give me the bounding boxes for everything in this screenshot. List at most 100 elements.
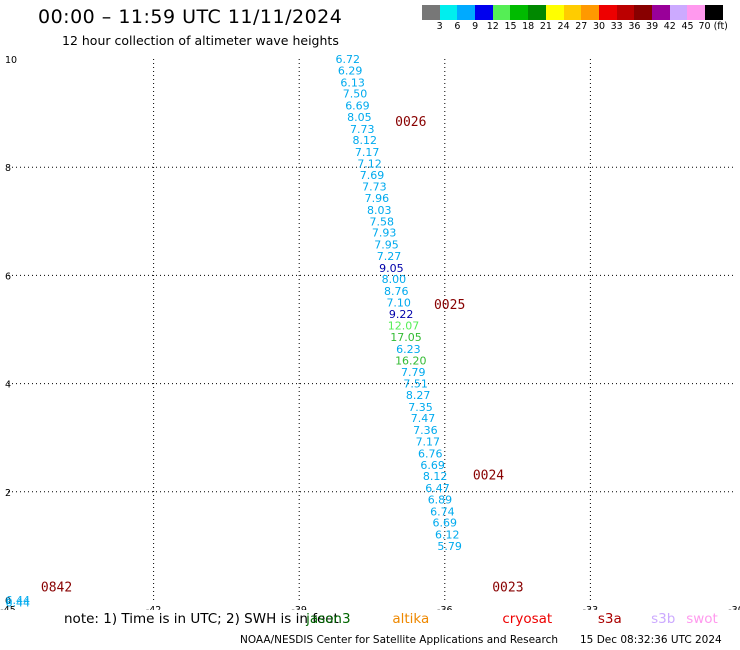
wave-height-value: 6.69 [420, 459, 445, 472]
wave-height-value: 7.93 [372, 227, 397, 240]
scale-label: 33 [610, 21, 623, 32]
wave-height-value: 17.05 [390, 331, 422, 344]
wave-height-value: 6.47 [425, 482, 450, 495]
scale-swatch [563, 5, 582, 20]
scale-label: 30 [592, 21, 606, 32]
scale-label: 9 [472, 21, 479, 32]
wave-height-value: 7.12 [357, 157, 382, 170]
wave-height-value: 5.79 [437, 540, 462, 553]
scale-label: 18 [522, 21, 535, 32]
chart-title: 00:00 – 11:59 UTC 11/11/2024 [38, 6, 343, 28]
chart-subtitle: 12 hour collection of altimeter wave hei… [62, 33, 339, 48]
time-label: 0024 [473, 468, 504, 483]
wave-height-value: 7.27 [377, 250, 402, 263]
color-scale-bar [422, 5, 723, 20]
x-tick-label: -39 [291, 605, 307, 610]
wave-height-value: 7.79 [401, 366, 426, 379]
wave-height-value: 7.58 [369, 215, 394, 228]
scale-swatch [705, 5, 723, 20]
wave-height-value: 6.89 [428, 493, 453, 506]
wave-height-value: 7.17 [416, 435, 441, 448]
wave-height-value: 6.29 [338, 64, 363, 77]
scale-label: 42 [663, 21, 676, 32]
scale-label: 3 [436, 21, 443, 32]
wave-height-value: 9.05 [379, 262, 404, 275]
scale-swatch [651, 5, 670, 20]
color-scale-labels: 3 6 9 12 15 18 21 24 27 30 33 36 39 42 45 70 (ft) [422, 21, 732, 35]
wave-height-value: 6.44 [5, 597, 30, 610]
wave-height-value: 6.13 [340, 76, 365, 89]
wave-height-value: 16.20 [395, 354, 427, 367]
y-tick-label: 6 [5, 271, 11, 282]
wave-height-value: 8.12 [352, 134, 377, 147]
scale-swatch [528, 5, 546, 20]
scale-swatch [439, 5, 458, 20]
satellite-label: swot [686, 611, 718, 627]
scale-label: 12 [486, 21, 499, 32]
scale-label: 6 [454, 21, 461, 32]
wave-height-value: 7.51 [403, 378, 428, 391]
satellite-legend: jason3 altika cryosat s3a s3b swot [0, 611, 740, 629]
y-tick-label: 8 [5, 163, 11, 174]
wave-height-value: 7.10 [386, 296, 411, 309]
scale-swatch [422, 5, 440, 20]
wave-height-value: 7.35 [408, 401, 433, 414]
footer-timestamp: 15 Dec 08:32:36 UTC 2024 [580, 634, 722, 646]
wave-height-chart: -45-42-39-36-33-3002468106.726.296.137.5… [0, 53, 740, 610]
wave-height-value: 6.74 [430, 505, 455, 518]
scale-swatch [598, 5, 617, 20]
x-tick-label: -42 [146, 605, 162, 610]
scale-label: 21 [539, 21, 552, 32]
wave-height-value: 6.23 [396, 343, 421, 356]
wave-height-value: 8.05 [347, 111, 372, 124]
scale-swatch [616, 5, 635, 20]
wave-height-value: 8.03 [367, 204, 392, 217]
x-tick-label: -30 [728, 605, 740, 610]
scale-label: 39 [646, 21, 659, 32]
scale-label: 15 [504, 21, 517, 32]
scale-swatch [492, 5, 511, 20]
time-label: 0025 [434, 298, 465, 313]
scale-swatch [475, 5, 493, 20]
scale-swatch [457, 5, 476, 20]
scale-label: 36 [628, 21, 641, 32]
x-tick-label: -33 [583, 605, 599, 610]
x-tick-label: -45 [0, 605, 16, 610]
scale-swatch [510, 5, 529, 20]
wave-height-value: 9.22 [389, 308, 414, 321]
satellite-label: s3a [597, 611, 622, 627]
satellite-label: s3b [651, 611, 676, 627]
scale-label: 70 (ft) [698, 21, 728, 32]
scale-label: 24 [557, 21, 570, 32]
wave-height-value: 6.69 [433, 517, 458, 530]
x-tick-label: -36 [437, 605, 453, 610]
units-note: note: 1) Time is in UTC; 2) SWH is in fe… [64, 611, 339, 627]
time-label: 0023 [492, 580, 523, 595]
scale-swatch [669, 5, 688, 20]
y-tick-label: 0 [5, 596, 11, 607]
wave-height-value: 7.69 [360, 169, 385, 182]
wave-height-value: 7.73 [362, 181, 387, 194]
wave-height-value: 7.36 [413, 424, 438, 437]
wave-height-value: 7.96 [365, 192, 390, 205]
time-label: 0842 [41, 580, 72, 595]
wave-height-value: 6.44 [5, 594, 30, 607]
scale-swatch [545, 5, 564, 20]
footer-source: NOAA/NESDIS Center for Satellite Applica… [240, 634, 558, 646]
wave-height-value: 8.76 [384, 285, 409, 298]
wave-height-value: 6.69 [345, 100, 370, 113]
satellite-label: altika [392, 611, 430, 627]
y-tick-label: 4 [5, 380, 11, 391]
wave-height-value: 7.50 [343, 88, 368, 101]
scale-label: 27 [575, 21, 588, 32]
wave-height-value: 6.76 [418, 447, 443, 460]
wave-height-value: 8.12 [423, 470, 448, 483]
satellite-label: jason3 [306, 611, 351, 627]
wave-height-value: 6.72 [335, 53, 360, 66]
wave-height-value: 7.73 [350, 123, 375, 136]
wave-height-value: 7.47 [411, 412, 436, 425]
wave-height-value: 8.00 [382, 273, 407, 286]
scale-swatch [687, 5, 705, 20]
wave-height-value: 12.07 [388, 320, 420, 333]
scale-label: 45 [681, 21, 694, 32]
